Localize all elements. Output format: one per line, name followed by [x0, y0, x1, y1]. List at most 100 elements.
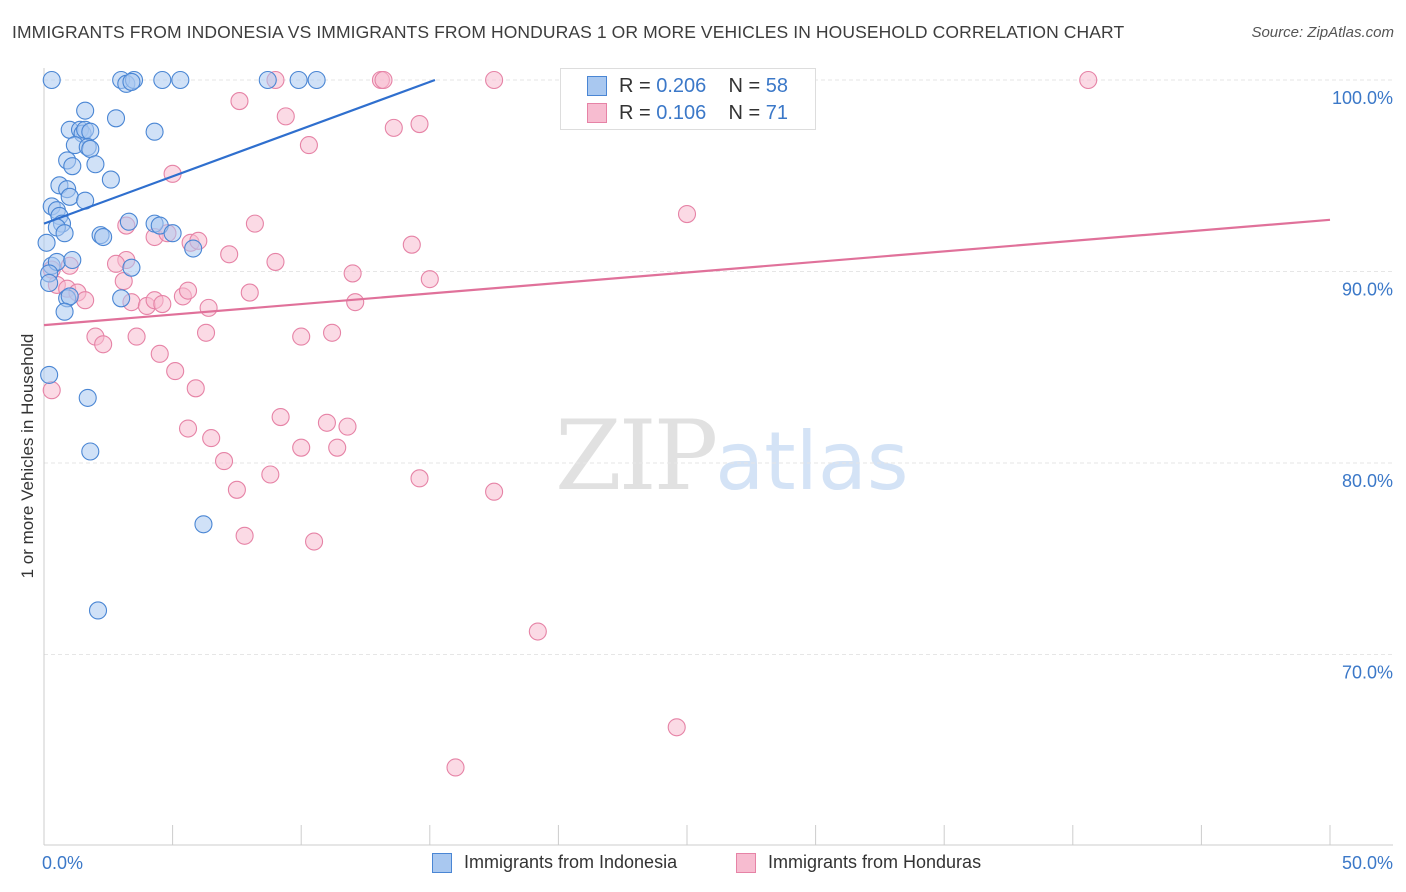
point-indonesia [171, 70, 190, 90]
point-honduras [114, 272, 133, 291]
point-honduras [245, 214, 264, 233]
point-honduras [299, 136, 318, 155]
point-indonesia [37, 233, 56, 252]
point-indonesia [289, 70, 308, 90]
legend-r-value-indonesia: 0.206 [656, 75, 707, 97]
point-honduras [402, 235, 421, 254]
legend-r-label: R = [619, 102, 651, 124]
point-indonesia [86, 155, 105, 174]
watermark-zip: ZIP [555, 400, 718, 512]
point-indonesia [88, 601, 108, 620]
point-honduras [677, 205, 697, 224]
point-indonesia [78, 388, 97, 407]
point-honduras [150, 344, 169, 363]
point-indonesia [81, 139, 100, 158]
point-indonesia [163, 224, 182, 243]
point-honduras [235, 526, 254, 545]
point-honduras [94, 335, 113, 354]
point-indonesia [184, 239, 203, 258]
point-indonesia [94, 227, 113, 247]
point-indonesia [122, 258, 141, 277]
point-honduras [271, 407, 290, 427]
legend-n-label: N = [728, 102, 761, 124]
point-honduras [166, 362, 185, 381]
y-tick-label: 90.0% [1342, 280, 1393, 300]
y-tick-label: 80.0% [1342, 471, 1393, 491]
point-honduras [196, 323, 216, 342]
chart-title: IMMIGRANTS FROM INDONESIA VS IMMIGRANTS … [12, 22, 1125, 42]
point-honduras [106, 254, 126, 273]
x-tick-label: 50.0% [1342, 853, 1393, 873]
point-honduras [323, 323, 342, 342]
point-indonesia [112, 289, 131, 308]
legend-n-value-honduras: 71 [765, 102, 789, 124]
point-indonesia [55, 302, 74, 321]
point-honduras [240, 283, 259, 302]
bottom-legend-swatch-honduras [736, 853, 756, 873]
point-honduras [220, 245, 239, 264]
point-indonesia [122, 72, 141, 91]
point-indonesia [145, 122, 164, 141]
legend-text-honduras: R = 0.106 N = 71 [619, 102, 788, 125]
legend-n-label: N = [728, 75, 761, 97]
trend-line-indonesia [43, 78, 436, 225]
point-indonesia [101, 170, 120, 189]
point-honduras [346, 293, 365, 312]
point-honduras [42, 381, 61, 400]
x-tick-label: 0.0% [42, 853, 83, 873]
point-honduras [328, 438, 347, 457]
point-honduras [214, 452, 234, 471]
point-indonesia [63, 250, 82, 270]
point-honduras [292, 438, 311, 457]
point-honduras [276, 107, 295, 126]
tick-labels: 100.0% 90.0% 80.0% 70.0% 0.0% 50.0% [42, 88, 1393, 873]
point-honduras [199, 298, 218, 317]
point-honduras [178, 281, 198, 300]
point-honduras [261, 465, 280, 484]
grid-lines [44, 79, 1393, 655]
legend-text-indonesia: R = 0.206 N = 58 [619, 75, 788, 98]
trend-line-honduras [43, 218, 1331, 327]
point-indonesia [60, 287, 79, 306]
point-honduras [127, 327, 146, 346]
y-tick-label: 70.0% [1342, 663, 1393, 683]
point-honduras [384, 118, 403, 137]
point-indonesia [40, 365, 59, 384]
bottom-legend-label-honduras: Immigrants from Honduras [768, 852, 982, 872]
source-label: Source: ZipAtlas.com [1251, 24, 1394, 41]
stats-legend: R = 0.206 N = 58 R = 0.106 N = 71 [560, 68, 816, 130]
point-honduras [76, 291, 95, 310]
point-honduras [227, 480, 246, 499]
point-honduras [153, 295, 172, 314]
point-honduras [338, 417, 357, 436]
point-indonesia [63, 157, 82, 176]
point-indonesia [307, 70, 326, 90]
point-honduras [292, 327, 311, 346]
series-honduras-points [42, 70, 1098, 777]
point-indonesia [81, 442, 100, 461]
point-honduras [420, 270, 439, 289]
watermark: ZIPatlas [555, 400, 909, 512]
legend-swatch-honduras [587, 103, 607, 123]
legend-swatch-indonesia [587, 76, 607, 96]
point-honduras [446, 758, 465, 777]
point-honduras [317, 413, 336, 432]
point-indonesia [153, 70, 172, 90]
point-honduras [485, 482, 504, 501]
point-indonesia [258, 70, 277, 90]
y-axis-label: 1 or more Vehicles in Household [18, 333, 37, 579]
series-indonesia-points [37, 70, 326, 620]
point-honduras [266, 252, 285, 271]
point-honduras [202, 429, 221, 448]
point-honduras [178, 419, 198, 438]
y-tick-label: 100.0% [1332, 88, 1393, 108]
legend-r-value-honduras: 0.106 [656, 102, 707, 124]
point-indonesia [81, 122, 100, 141]
point-indonesia [106, 109, 126, 128]
point-indonesia [76, 101, 95, 120]
point-honduras [305, 532, 324, 551]
point-indonesia [40, 273, 59, 293]
bottom-legend-swatch-indonesia [432, 853, 452, 873]
point-honduras [186, 379, 205, 398]
